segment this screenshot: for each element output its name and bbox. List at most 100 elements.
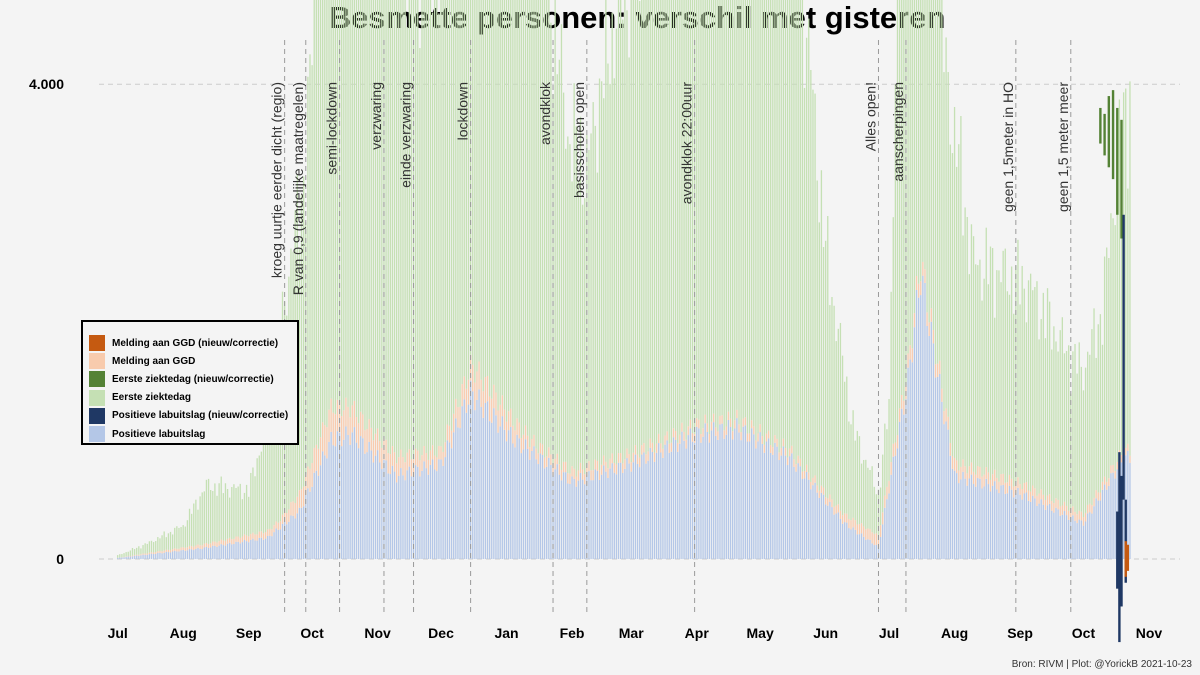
ggd-bar (393, 452, 396, 472)
ziektedag-bar (129, 550, 132, 556)
ggd-bar (243, 534, 246, 541)
ggd-bar (140, 554, 142, 556)
lab-bar (1089, 512, 1091, 559)
ziektedag-bar (926, 0, 928, 313)
ggd-bar (148, 552, 151, 555)
lab-bar (254, 540, 256, 559)
ggd-bar (827, 498, 829, 506)
lab-bar (998, 493, 1000, 559)
ggd-bar (552, 464, 554, 476)
ggd-bar (765, 433, 768, 442)
lab-bar (313, 472, 315, 559)
lab-bar (1051, 510, 1053, 559)
ggd-bar (953, 457, 956, 471)
ggd-bar (886, 486, 888, 500)
lab-bar (381, 469, 383, 559)
ziektedag-bar (330, 0, 332, 399)
ziektedag-bar (833, 305, 835, 507)
lab-bar (136, 555, 138, 559)
ggd-bar (307, 466, 309, 489)
lab-bar (408, 466, 410, 559)
lab-bar (903, 414, 905, 559)
ziektedag-bar (586, 134, 588, 465)
ggd-bar (343, 410, 345, 440)
ziektedag-bar (721, 0, 723, 416)
ziektedag-bar (360, 0, 362, 412)
ziektedag-bar (1029, 273, 1032, 492)
ggd-bar (277, 522, 279, 530)
ziektedag-bar (408, 0, 410, 450)
ggd-bar (643, 443, 645, 453)
lab-bar (330, 431, 332, 559)
ziektedag-bar (846, 376, 848, 514)
lab-bar (677, 451, 679, 559)
lab-bar (444, 457, 446, 559)
lab-bar (516, 434, 518, 559)
ggd-bar (1048, 494, 1051, 504)
ggd-bar (573, 468, 575, 479)
ggd-bar (936, 363, 939, 377)
lab-bar (429, 464, 432, 559)
ggd-bar (1091, 505, 1093, 514)
ggd-bar (1093, 497, 1095, 507)
x-tick-label: Jun (813, 625, 838, 641)
lab-bar (389, 474, 391, 559)
ziektedag-bar (827, 216, 829, 499)
ggd-bar (660, 443, 662, 453)
ggd-bar (281, 514, 284, 524)
legend-label: Melding aan GGD (nieuw/correctie) (112, 337, 279, 349)
ggd-bar (856, 524, 858, 535)
ggd-bar (850, 520, 852, 530)
ggd-bar (1023, 482, 1025, 494)
ggd-bar (514, 430, 516, 448)
lab-bar (296, 513, 298, 559)
ziektedag-bar (343, 0, 345, 411)
lab-bar (649, 447, 651, 559)
ziektedag-bar (636, 0, 639, 455)
lab-bar (300, 507, 303, 559)
ziektedag-bar (165, 537, 167, 550)
lab-bar (797, 463, 799, 559)
lab-bar (848, 528, 850, 559)
ziektedag-bar (765, 0, 768, 434)
ziektedag-bar (841, 355, 844, 516)
ziektedag-bar (482, 0, 484, 392)
ggd-bar (742, 418, 744, 427)
ggd-bar (381, 447, 383, 470)
lab-bar (1002, 484, 1004, 559)
ziektedag-bar (628, 57, 630, 455)
lab-bar (702, 436, 704, 559)
ziektedag-bar (1055, 341, 1057, 499)
ggd-bar (989, 479, 992, 492)
ziektedag-bar (956, 166, 958, 461)
ziektedag-bar (991, 248, 994, 475)
lab-bar (662, 457, 664, 559)
ggd-bar (133, 554, 136, 556)
ggd-bar (389, 454, 391, 475)
ggd-bar (1080, 511, 1083, 521)
ggd-bar (467, 379, 470, 405)
ziektedag-bar (391, 0, 394, 447)
ggd-bar (702, 428, 704, 437)
correction-bar (1116, 107, 1119, 215)
ziektedag-bar (474, 0, 476, 383)
ziektedag-bar (1034, 287, 1036, 489)
ziektedag-bar (645, 0, 647, 455)
lab-bar (930, 321, 932, 559)
ziektedag-bar (241, 499, 244, 537)
lab-bar (1055, 507, 1057, 559)
lab-bar (190, 549, 193, 559)
ggd-bar (1004, 482, 1006, 494)
lab-bar (216, 546, 218, 559)
ggd-bar (696, 418, 698, 427)
lab-bar (947, 429, 949, 559)
ggd-bar (689, 419, 692, 429)
lab-bar (436, 471, 438, 559)
ggd-bar (237, 536, 239, 542)
lab-bar (395, 482, 398, 559)
ggd-bar (772, 447, 774, 455)
lab-bar (812, 485, 814, 559)
ziektedag-bar (514, 0, 516, 431)
ggd-bar (239, 537, 241, 544)
ggd-bar (176, 548, 178, 552)
